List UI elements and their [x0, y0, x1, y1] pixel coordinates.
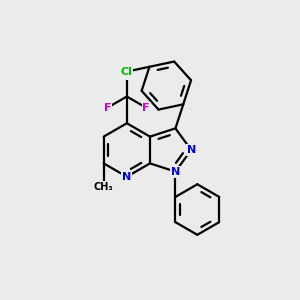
Text: CH₃: CH₃ [94, 182, 113, 192]
Text: Cl: Cl [120, 67, 132, 77]
Text: N: N [187, 145, 196, 155]
Text: N: N [122, 172, 131, 182]
Text: N: N [171, 167, 180, 177]
Text: F: F [142, 103, 150, 112]
Text: F: F [104, 103, 111, 112]
Text: F: F [123, 69, 130, 79]
